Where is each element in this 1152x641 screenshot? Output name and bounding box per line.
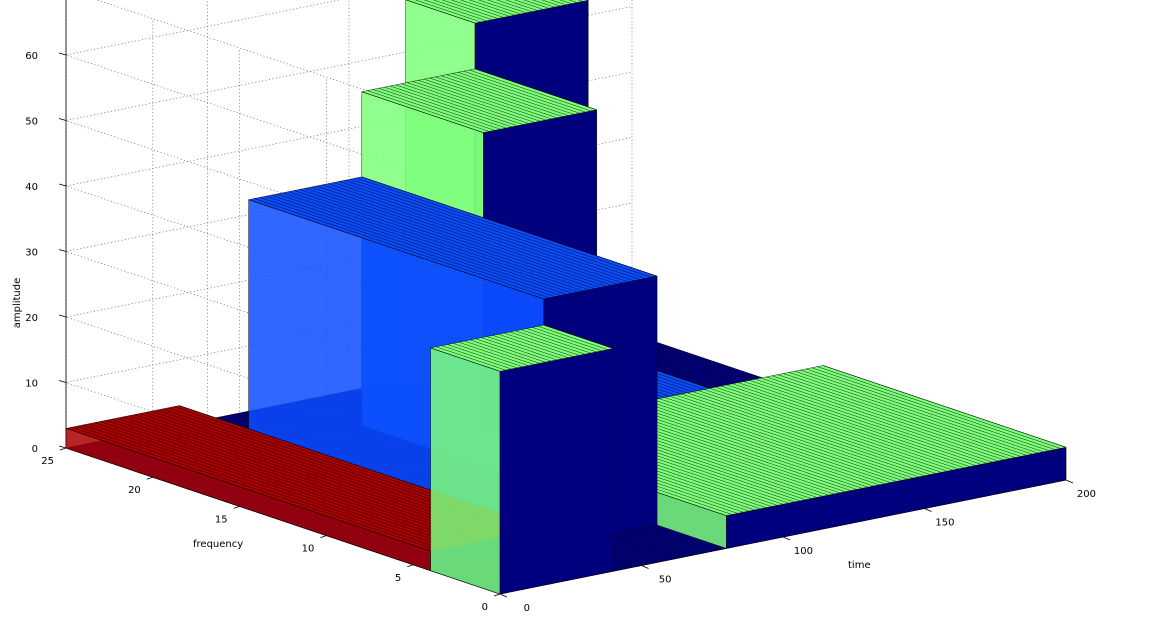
x-tick-mark [1066, 480, 1073, 483]
x-tick-label: 50 [659, 575, 672, 586]
z-tick-label: 60 [25, 51, 38, 62]
surface-layer [66, 0, 1066, 594]
x-tick-mark [500, 594, 507, 597]
z-tick-mark [59, 184, 66, 186]
y-tick-mark [320, 536, 326, 538]
x-tick-label: 100 [794, 546, 813, 557]
y-tick-label: 15 [215, 514, 228, 525]
y-tick-label: 20 [128, 485, 141, 496]
z-tick-label: 10 [25, 379, 38, 390]
z-tick-mark [59, 381, 66, 383]
y-tick-mark [234, 506, 240, 508]
z-tick-label: 40 [25, 182, 38, 193]
y-axis-label: frequency [193, 539, 243, 550]
z-tick-mark [59, 315, 66, 317]
y-tick-mark [60, 448, 66, 450]
z-tick-label: 30 [25, 248, 38, 259]
pulse-front-face [500, 349, 613, 595]
pulse-side-face [431, 348, 500, 594]
y-tick-mark [407, 565, 413, 567]
x-tick-label: 0 [524, 603, 530, 614]
z-tick-label: 20 [25, 313, 38, 324]
y-tick-label: 0 [482, 602, 488, 613]
x-axis-label: time [848, 560, 871, 571]
y-tick-label: 5 [395, 573, 401, 584]
y-tick-mark [147, 477, 153, 479]
z-tick-label: 50 [25, 117, 38, 128]
x-tick-mark [925, 509, 932, 512]
z-tick-mark [59, 250, 66, 252]
z-tick-mark [59, 446, 66, 448]
y-tick-mark [494, 594, 500, 596]
x-tick-label: 200 [1077, 489, 1096, 500]
x-tick-label: 150 [935, 518, 954, 529]
z-tick-label: 0 [32, 444, 38, 455]
z-tick-mark [59, 53, 66, 55]
y-tick-label: 10 [302, 544, 315, 555]
x-tick-mark [783, 537, 790, 540]
x-tick-mark [642, 566, 649, 569]
z-tick-mark [59, 119, 66, 121]
y-tick-label: 25 [41, 456, 54, 467]
z-axis-label: amplitude [12, 278, 23, 329]
